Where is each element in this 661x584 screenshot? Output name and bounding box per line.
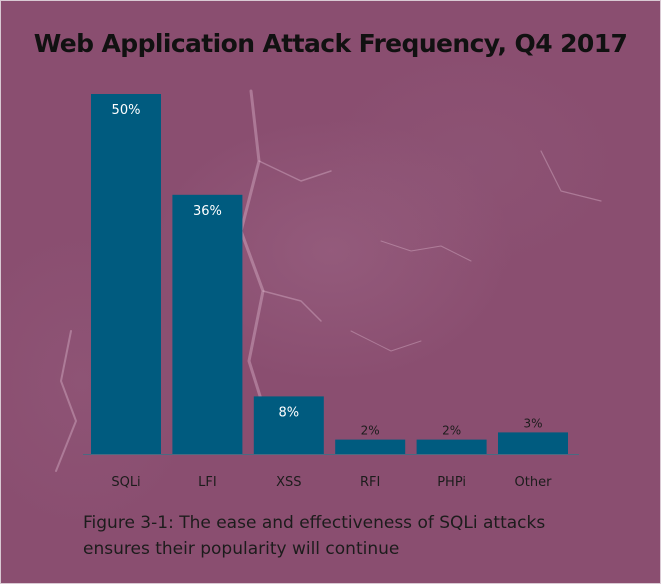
value-label: 50% bbox=[112, 103, 141, 118]
bar-phpi bbox=[416, 439, 487, 454]
value-label: 3% bbox=[523, 416, 542, 430]
x-tick-label: LFI bbox=[198, 475, 217, 490]
x-tick-label: RFI bbox=[360, 475, 380, 490]
x-tick-label: Other bbox=[515, 475, 553, 490]
value-label: 36% bbox=[193, 204, 222, 219]
x-tick-label: PHPi bbox=[437, 475, 466, 490]
value-label: 2% bbox=[442, 424, 461, 438]
bar-lfi bbox=[172, 194, 243, 455]
bar-other bbox=[498, 432, 568, 454]
chart-title: Web Application Attack Frequency, Q4 201… bbox=[33, 29, 628, 58]
x-tick-label: XSS bbox=[276, 475, 301, 490]
bar-xss bbox=[253, 396, 324, 454]
bar-sqli bbox=[91, 94, 161, 454]
value-label: 2% bbox=[361, 424, 380, 438]
bar-rfi bbox=[335, 439, 406, 454]
figure-caption: Figure 3-1: The ease and effectiveness o… bbox=[83, 513, 546, 559]
value-label: 8% bbox=[278, 405, 299, 420]
x-tick-label: SQLi bbox=[111, 475, 140, 490]
